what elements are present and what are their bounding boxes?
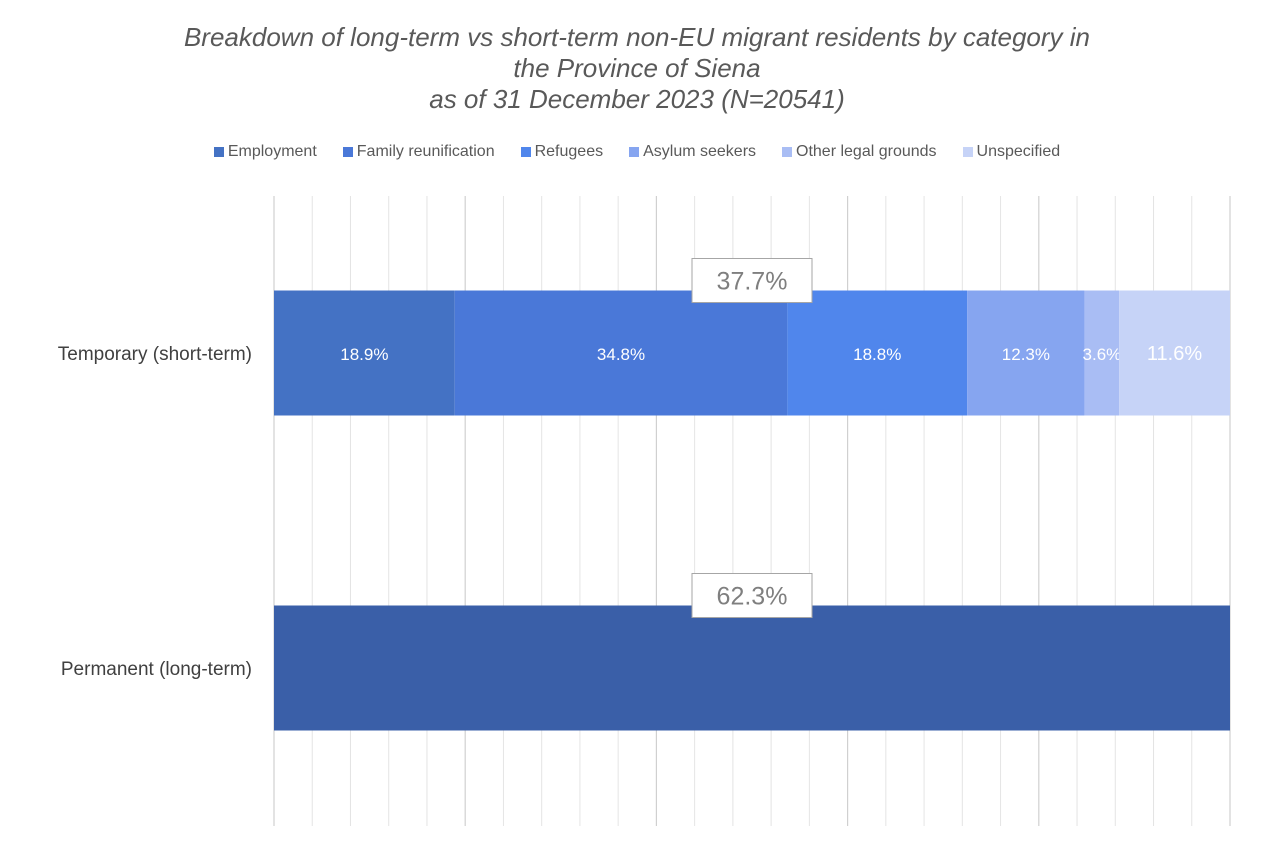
legend-item-0: Employment (213, 143, 317, 161)
legend-item-1: Family reunification (342, 143, 495, 161)
legend-item-2: Refugees (520, 143, 604, 161)
data-label: 18.8% (853, 345, 901, 364)
bar-temporary-employment (274, 290, 455, 416)
chart-title: Breakdown of long-term vs short-term non… (0, 22, 1274, 115)
total-callout-box (691, 573, 813, 618)
bar-temporary-family-reunification (454, 290, 788, 416)
legend-swatch (520, 147, 531, 157)
total-callout-label: 37.7% (717, 268, 788, 296)
legend-item-4: Other legal grounds (782, 143, 937, 161)
bar-temporary-unspecified (1119, 290, 1230, 416)
total-callout-box (691, 258, 813, 303)
legend-label: Refugees (534, 143, 604, 160)
legend-label: Family reunification (356, 143, 495, 160)
data-label: 34.8% (597, 345, 645, 364)
legend-swatch (782, 147, 793, 157)
data-label: 18.9% (340, 345, 388, 364)
data-label: 12.3% (1002, 345, 1050, 364)
bar-temporary-refugees (787, 290, 968, 416)
legend-swatch (629, 147, 640, 157)
legend-label: Asylum seekers (643, 143, 757, 160)
category-label: Temporary (short-term) (58, 344, 252, 365)
legend-label: Unspecified (976, 143, 1061, 160)
bar-permanent (274, 605, 1230, 731)
legend-item-5: Unspecified (962, 143, 1061, 161)
total-callout-label: 62.3% (717, 583, 788, 611)
data-label: 11.6% (1147, 343, 1202, 365)
bar-temporary-other-legal-grounds (1084, 290, 1120, 416)
legend-label: Employment (227, 143, 317, 160)
chart-title-line-2: the Province of Siena (513, 53, 761, 83)
chart-legend: Employment Family reunification Refugees As… (0, 141, 1274, 163)
legend-label: Other legal grounds (796, 143, 937, 160)
chart-title-line-1: Breakdown of long-term vs short-term non… (183, 22, 1091, 52)
legend-swatch (962, 147, 973, 157)
category-label: Permanent (long-term) (61, 659, 252, 680)
legend-swatch (342, 147, 353, 157)
legend-item-3: Asylum seekers (629, 143, 756, 161)
bar-temporary-asylum-seekers (967, 290, 1085, 416)
chart-title-line-3: as of 31 December 2023 (N=20541) (429, 84, 845, 114)
data-label: 3.6% (1083, 345, 1122, 364)
legend-swatch (213, 147, 224, 157)
